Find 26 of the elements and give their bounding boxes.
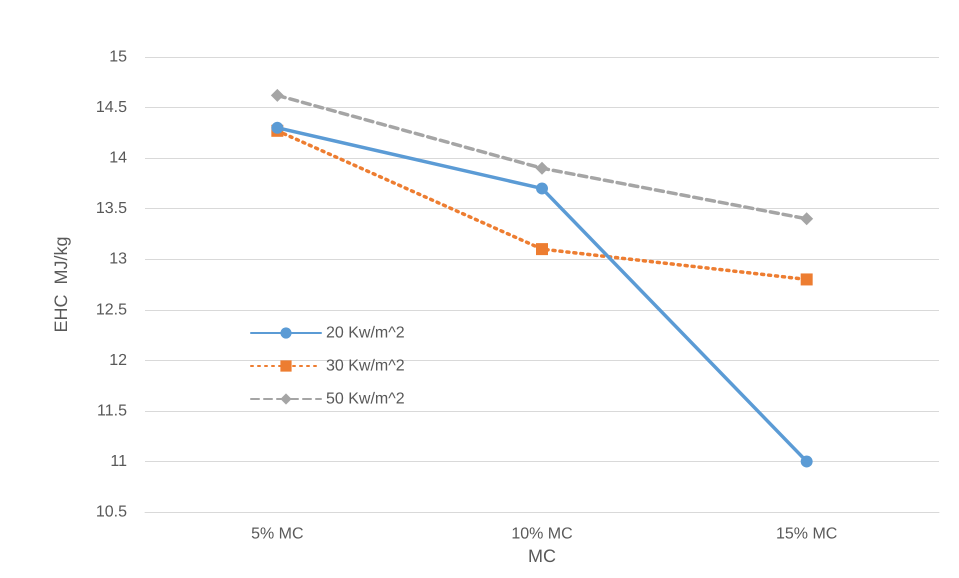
y-axis-title: EHC MJ/kg xyxy=(51,236,71,333)
x-axis-title: MC xyxy=(528,546,556,566)
y-tick-label: 15 xyxy=(109,48,128,66)
point xyxy=(800,273,813,286)
point xyxy=(270,88,284,102)
y-tick-label: 12 xyxy=(109,352,128,369)
x-tick-label: 5% MC xyxy=(251,526,304,542)
y-tick-label: 14.5 xyxy=(96,99,128,116)
y-tick-label: 14 xyxy=(109,150,128,167)
point xyxy=(271,122,284,134)
y-tick-label: 13 xyxy=(109,250,128,268)
x-tick-label: 15% MC xyxy=(776,526,838,542)
point xyxy=(800,212,814,226)
y-tick-label: 11 xyxy=(110,452,128,470)
point xyxy=(800,455,813,468)
y-tick-label: 13.5 xyxy=(96,200,128,218)
legend-label: 50 Kw/m^2 xyxy=(326,390,405,408)
y-tick-label: 10.5 xyxy=(96,504,128,520)
legend-label: 20 Kw/m^2 xyxy=(326,324,405,342)
point xyxy=(536,182,548,194)
legend-label: 30 Kw/m^2 xyxy=(326,358,405,374)
y-tick-label: 12.5 xyxy=(96,301,128,318)
point xyxy=(536,243,548,256)
y-tick-label: 11.5 xyxy=(97,402,128,420)
x-tick-label: 10% MC xyxy=(511,526,573,542)
point xyxy=(536,162,548,175)
